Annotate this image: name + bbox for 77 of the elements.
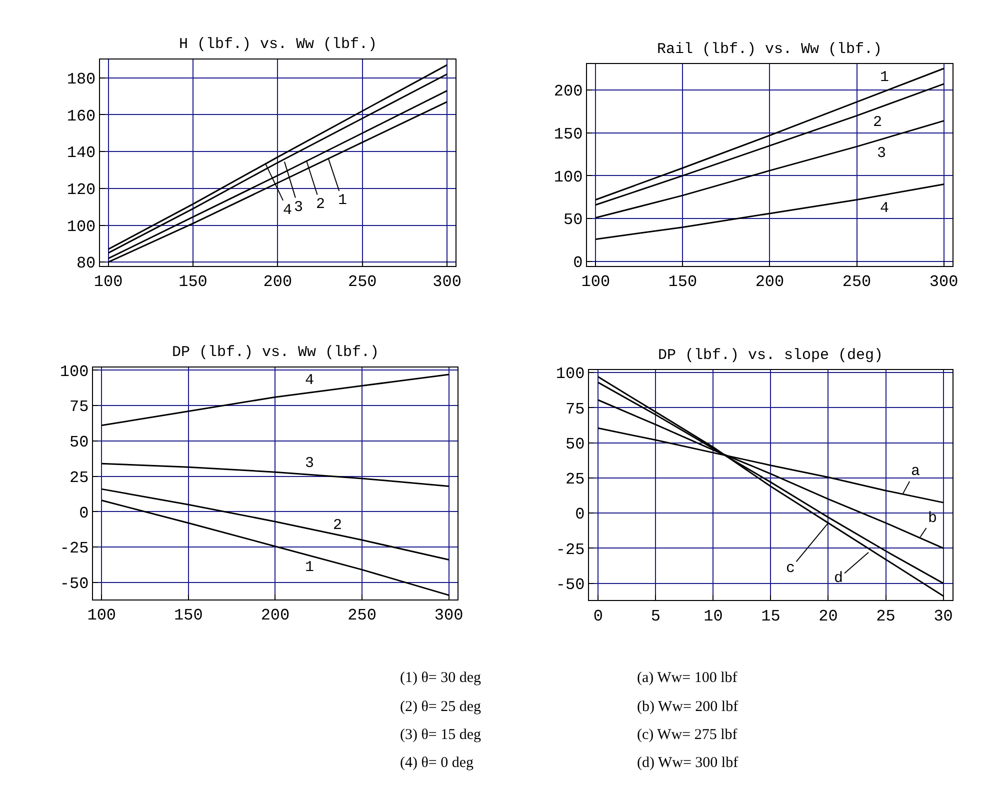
y-tick-label: 100 (66, 218, 96, 236)
text: (1) θ= 30 deg (400, 670, 482, 686)
series-label: 4 (880, 200, 890, 217)
y-tick-label: 0 (79, 504, 89, 522)
chart-title: DP (lbf.) vs. Ww (lbf.) (172, 344, 380, 361)
series-label: 4 (305, 372, 314, 389)
y-tick-label: 25 (70, 468, 89, 487)
chart-title: DP (lbf.) vs. slope (deg) (658, 347, 884, 364)
y-tick-label: 0 (575, 506, 585, 524)
line-series (100, 374, 450, 426)
y-tick-label: -25 (60, 540, 89, 558)
x-tick-label: 0 (593, 607, 603, 626)
y-tick-label: -50 (556, 576, 585, 594)
y-tick-label: 100 (556, 365, 585, 384)
y-tick-label: 100 (554, 168, 583, 186)
y-tick-label: 0 (573, 254, 583, 272)
x-tick-label: 5 (650, 607, 660, 626)
annotation: 2 (316, 196, 326, 213)
annotation: 1 (338, 192, 348, 209)
series-label: 1 (305, 559, 314, 576)
x-tick-label: 250 (842, 273, 872, 291)
y-tick-label: 160 (66, 107, 96, 126)
x-tick-label: 300 (929, 273, 958, 291)
y-tick-label: 180 (66, 70, 96, 88)
y-tick-label: 120 (66, 181, 96, 199)
text: (a) Ww= 100 lbf (637, 670, 738, 686)
text: (d) Ww= 300 lbf (637, 755, 738, 771)
x-tick-label: 200 (755, 273, 784, 291)
x-tick-label: 100 (94, 273, 123, 291)
text: (b) Ww= 200 lbf (637, 699, 738, 715)
chart-title: H (lbf.) vs. Ww (lbf.) (179, 36, 378, 53)
x-tick-label: 300 (432, 273, 462, 291)
x-tick-label: 150 (668, 273, 698, 291)
line-series (594, 184, 945, 240)
text: (2) θ= 25 deg (400, 699, 482, 715)
y-tick-label: 50 (564, 211, 583, 230)
chart-title: Rail (lbf.) vs. Ww (lbf.) (657, 41, 882, 58)
annotation: 4 (283, 202, 292, 219)
annotation: d (834, 570, 844, 587)
y-tick-label: 200 (554, 82, 583, 101)
series-label: 2 (873, 114, 882, 131)
y-tick-label: 25 (566, 470, 585, 489)
x-tick-label: 250 (348, 606, 376, 625)
y-tick-label: 50 (566, 435, 585, 454)
x-tick-label: 25 (876, 607, 896, 626)
x-tick-label: 10 (704, 607, 723, 626)
y-tick-label: 150 (554, 125, 583, 144)
series-label: 1 (880, 69, 890, 86)
x-tick-label: 200 (260, 606, 290, 625)
series-label: 3 (877, 145, 886, 162)
y-tick-label: 140 (66, 144, 96, 162)
annotation: 3 (294, 199, 304, 216)
y-tick-label: -25 (556, 540, 585, 559)
x-tick-label: 150 (174, 606, 203, 625)
text: (c) Ww= 275 lbf (637, 727, 738, 743)
y-tick-label: 80 (76, 254, 96, 273)
series-label: 3 (305, 455, 314, 472)
x-tick-label: 30 (934, 607, 953, 626)
x-tick-label: 15 (761, 607, 780, 626)
y-tick-label: -50 (60, 575, 89, 594)
annotation: b (928, 510, 938, 527)
line-series (100, 488, 450, 561)
x-tick-label: 150 (178, 273, 208, 291)
series-label: 2 (333, 517, 342, 534)
annotation: c (786, 560, 796, 577)
annotation: a (911, 463, 920, 480)
x-tick-label: 200 (263, 273, 292, 291)
x-tick-label: 20 (818, 607, 838, 626)
text: (3) θ= 15 deg (400, 727, 482, 743)
y-tick-label: 100 (60, 362, 89, 381)
x-tick-label: 250 (348, 273, 377, 291)
line-series (594, 68, 945, 200)
y-tick-label: 50 (70, 434, 89, 452)
y-tick-label: 75 (70, 398, 89, 416)
x-tick-label: 300 (434, 606, 464, 625)
text: (4) θ= 0 deg (400, 755, 474, 771)
y-tick-label: 75 (566, 400, 585, 418)
